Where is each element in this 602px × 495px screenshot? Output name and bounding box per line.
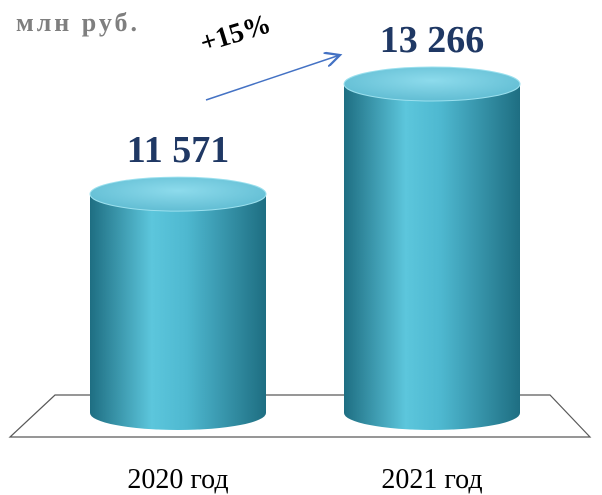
bar-body-2021-год — [344, 84, 520, 430]
data-label-2020-год: 11 571 — [127, 129, 229, 171]
data-label-2021-год: 13 266 — [380, 19, 485, 61]
x-tick-label-2020: 2020 год — [127, 464, 228, 495]
bar-top-2020-год — [89, 176, 267, 212]
growth-arrow — [205, 55, 340, 101]
bar-body-2020-год — [90, 194, 266, 430]
x-tick-label-2021: 2021 год — [381, 464, 482, 495]
bar-top-2021-год — [343, 66, 521, 102]
unit-label: млн руб. — [16, 8, 141, 37]
bars-group: 11 571 13 266 — [89, 19, 521, 430]
